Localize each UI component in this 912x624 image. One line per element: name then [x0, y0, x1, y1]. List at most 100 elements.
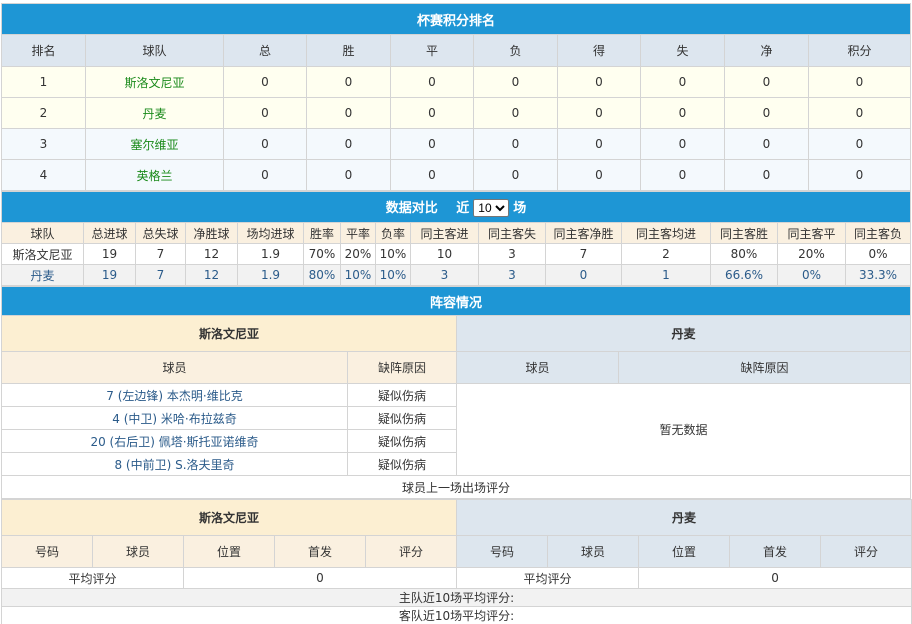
standings-header: 负: [474, 35, 558, 67]
away-avg-label: 平均评分: [457, 568, 639, 589]
absence-reason: 疑似伤病: [348, 430, 457, 453]
compare-cell: 7: [546, 244, 622, 265]
compare-header: 同主客净胜: [546, 223, 622, 244]
compare-cell: 0%: [846, 244, 911, 265]
standings-header: 总: [224, 35, 307, 67]
compare-cell: 0: [546, 265, 622, 286]
compare-cell: 70%: [304, 244, 341, 265]
compare-header: 总失球: [136, 223, 186, 244]
standings-header: 净: [725, 35, 809, 67]
absence-reason: 疑似伤病: [348, 384, 457, 407]
near-label: 近: [456, 201, 469, 216]
standings-cell: 0: [641, 129, 725, 160]
standings-title: 杯赛积分排名: [2, 4, 911, 35]
compare-header: 同主客失: [479, 223, 546, 244]
team-link[interactable]: 斯洛文尼亚: [86, 67, 224, 98]
standings-cell: 0: [224, 129, 307, 160]
standings-cell: 0: [558, 67, 641, 98]
col-player: 球员: [2, 352, 348, 384]
player-link[interactable]: 8 (中前卫) S.洛夫里奇: [2, 453, 348, 476]
compare-title: 数据对比: [386, 201, 438, 216]
rating-header: 首发: [275, 536, 366, 568]
standings-cell: 0: [558, 160, 641, 191]
player-link[interactable]: 20 (右后卫) 佩塔·斯托亚诺维奇: [2, 430, 348, 453]
player-link[interactable]: 4 (中卫) 米哈·布拉兹奇: [2, 407, 348, 430]
compare-team: 丹麦: [2, 265, 84, 286]
standings-cell: 0: [307, 98, 391, 129]
standings-cell: 0: [725, 160, 809, 191]
compare-cell: 80%: [304, 265, 341, 286]
compare-cell: 3: [479, 265, 546, 286]
absence-reason: 疑似伤病: [348, 453, 457, 476]
compare-header: 净胜球: [186, 223, 238, 244]
col-reason-away: 缺阵原因: [619, 352, 911, 384]
compare-header: 同主客胜: [711, 223, 778, 244]
compare-cell: 1.9: [238, 265, 304, 286]
team-link[interactable]: 塞尔维亚: [86, 129, 224, 160]
compare-cell: 66.6%: [711, 265, 778, 286]
lineup-table: 阵容情况 斯洛文尼亚丹麦 球员缺阵原因球员缺阵原因 7 (左边锋) 本杰明·维比…: [1, 286, 911, 499]
compare-cell: 20%: [778, 244, 846, 265]
standings-cell: 0: [391, 160, 474, 191]
match-count-select[interactable]: 10: [473, 199, 509, 217]
compare-header: 总进球: [84, 223, 136, 244]
compare-header: 球队: [2, 223, 84, 244]
rating-header: 球员: [93, 536, 184, 568]
compare-cell: 7: [136, 244, 186, 265]
standings-cell: 0: [725, 98, 809, 129]
rating-header: 首发: [730, 536, 821, 568]
lineup-away-team: 丹麦: [457, 316, 911, 352]
standings-cell: 0: [391, 129, 474, 160]
compare-header: 同主客均进: [622, 223, 711, 244]
rating-header: 位置: [184, 536, 275, 568]
standings-header: 胜: [307, 35, 391, 67]
rating-header: 号码: [457, 536, 548, 568]
compare-header: 胜率: [304, 223, 341, 244]
home-avg-value: 0: [184, 568, 457, 589]
compare-team: 斯洛文尼亚: [2, 244, 84, 265]
rating-header: 号码: [2, 536, 93, 568]
away-avg-value: 0: [639, 568, 912, 589]
compare-cell: 12: [186, 244, 238, 265]
standings-cell: 0: [391, 67, 474, 98]
compare-cell: 20%: [341, 244, 376, 265]
rating-header: 位置: [639, 536, 730, 568]
player-link[interactable]: 7 (左边锋) 本杰明·维比克: [2, 384, 348, 407]
standings-header: 排名: [2, 35, 86, 67]
standings-cell: 0: [391, 98, 474, 129]
standings-cell: 3: [2, 129, 86, 160]
standings-cell: 2: [2, 98, 86, 129]
compare-cell: 12: [186, 265, 238, 286]
compare-cell: 10%: [376, 244, 411, 265]
standings-cell: 0: [224, 67, 307, 98]
team-link[interactable]: 英格兰: [86, 160, 224, 191]
compare-cell: 7: [136, 265, 186, 286]
standings-cell: 0: [558, 129, 641, 160]
lineup-title: 阵容情况: [2, 287, 911, 316]
compare-header: 场均进球: [238, 223, 304, 244]
col-reason: 缺阵原因: [348, 352, 457, 384]
standings-cell: 0: [725, 129, 809, 160]
standings-cell: 0: [474, 160, 558, 191]
team-link[interactable]: 丹麦: [86, 98, 224, 129]
standings-cell: 4: [2, 160, 86, 191]
compare-cell: 19: [84, 265, 136, 286]
compare-cell: 10%: [341, 265, 376, 286]
standings-cell: 1: [2, 67, 86, 98]
compare-cell: 2: [622, 244, 711, 265]
rating-header: 评分: [366, 536, 457, 568]
compare-cell: 19: [84, 244, 136, 265]
absence-reason: 疑似伤病: [348, 407, 457, 430]
home-recent-rating: 主队近10场平均评分:: [2, 589, 912, 607]
standings-cell: 0: [474, 98, 558, 129]
rating-title: 球员上一场出场评分: [2, 476, 911, 499]
compare-cell: 3: [411, 265, 479, 286]
compare-cell: 10: [411, 244, 479, 265]
away-recent-rating: 客队近10场平均评分:: [2, 607, 912, 624]
